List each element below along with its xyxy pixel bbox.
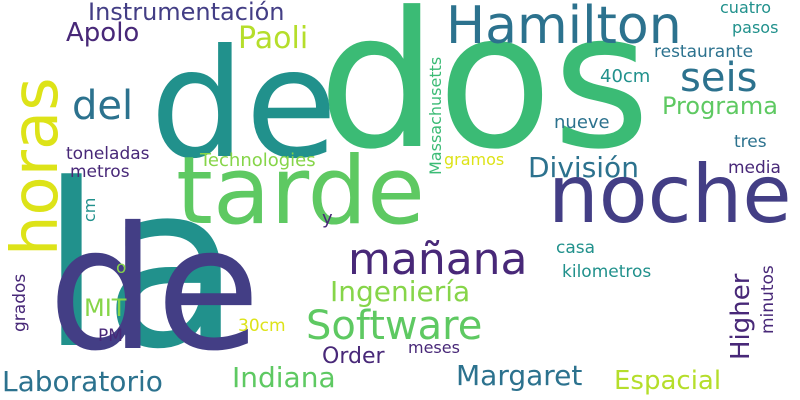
word: de [150,18,338,192]
word: Massachusetts [426,56,445,175]
word: horas [0,77,73,256]
word: tres [734,132,767,152]
word: Software [306,303,483,349]
word: grados [10,273,30,332]
word: la [40,136,242,399]
word: metros [70,162,130,182]
word: minutos [758,265,778,334]
word: nueve [554,112,610,133]
word: tarde [176,137,425,246]
word: Programa [662,92,778,120]
word: Ingeniería [330,275,471,308]
word: cuatro [720,0,772,17]
word: MIT [84,294,127,322]
word: Margaret [456,359,583,392]
word: Laboratorio [2,365,163,398]
word: Espacial [614,366,722,396]
word: Higher [726,273,756,360]
word: Instrumentación [88,0,285,26]
word: del [72,83,134,129]
word: de [48,191,261,389]
word: Order [322,344,385,369]
word: noche [548,148,792,241]
word: mañana [348,234,528,285]
word: Indiana [232,361,336,394]
word: gramos [444,150,505,169]
word: División [528,151,639,184]
word: y [322,208,333,229]
word: 40cm [600,66,651,87]
word: dos [318,0,651,191]
word: PM [98,326,123,346]
word: restaurante [654,42,754,62]
word: o [116,258,127,278]
word: Paoli [238,21,309,56]
word: media [728,158,781,178]
word: kilometros [562,262,652,282]
word: Apolo [66,18,140,48]
word: 30cm [238,316,286,336]
word: seis [680,55,758,101]
word: Hamilton [446,0,682,56]
word: cm [80,197,99,222]
word: casa [556,238,596,258]
word: pasos [732,18,779,37]
word: toneladas [66,144,150,164]
word: meses [408,338,460,357]
word: Technologies [200,150,316,171]
